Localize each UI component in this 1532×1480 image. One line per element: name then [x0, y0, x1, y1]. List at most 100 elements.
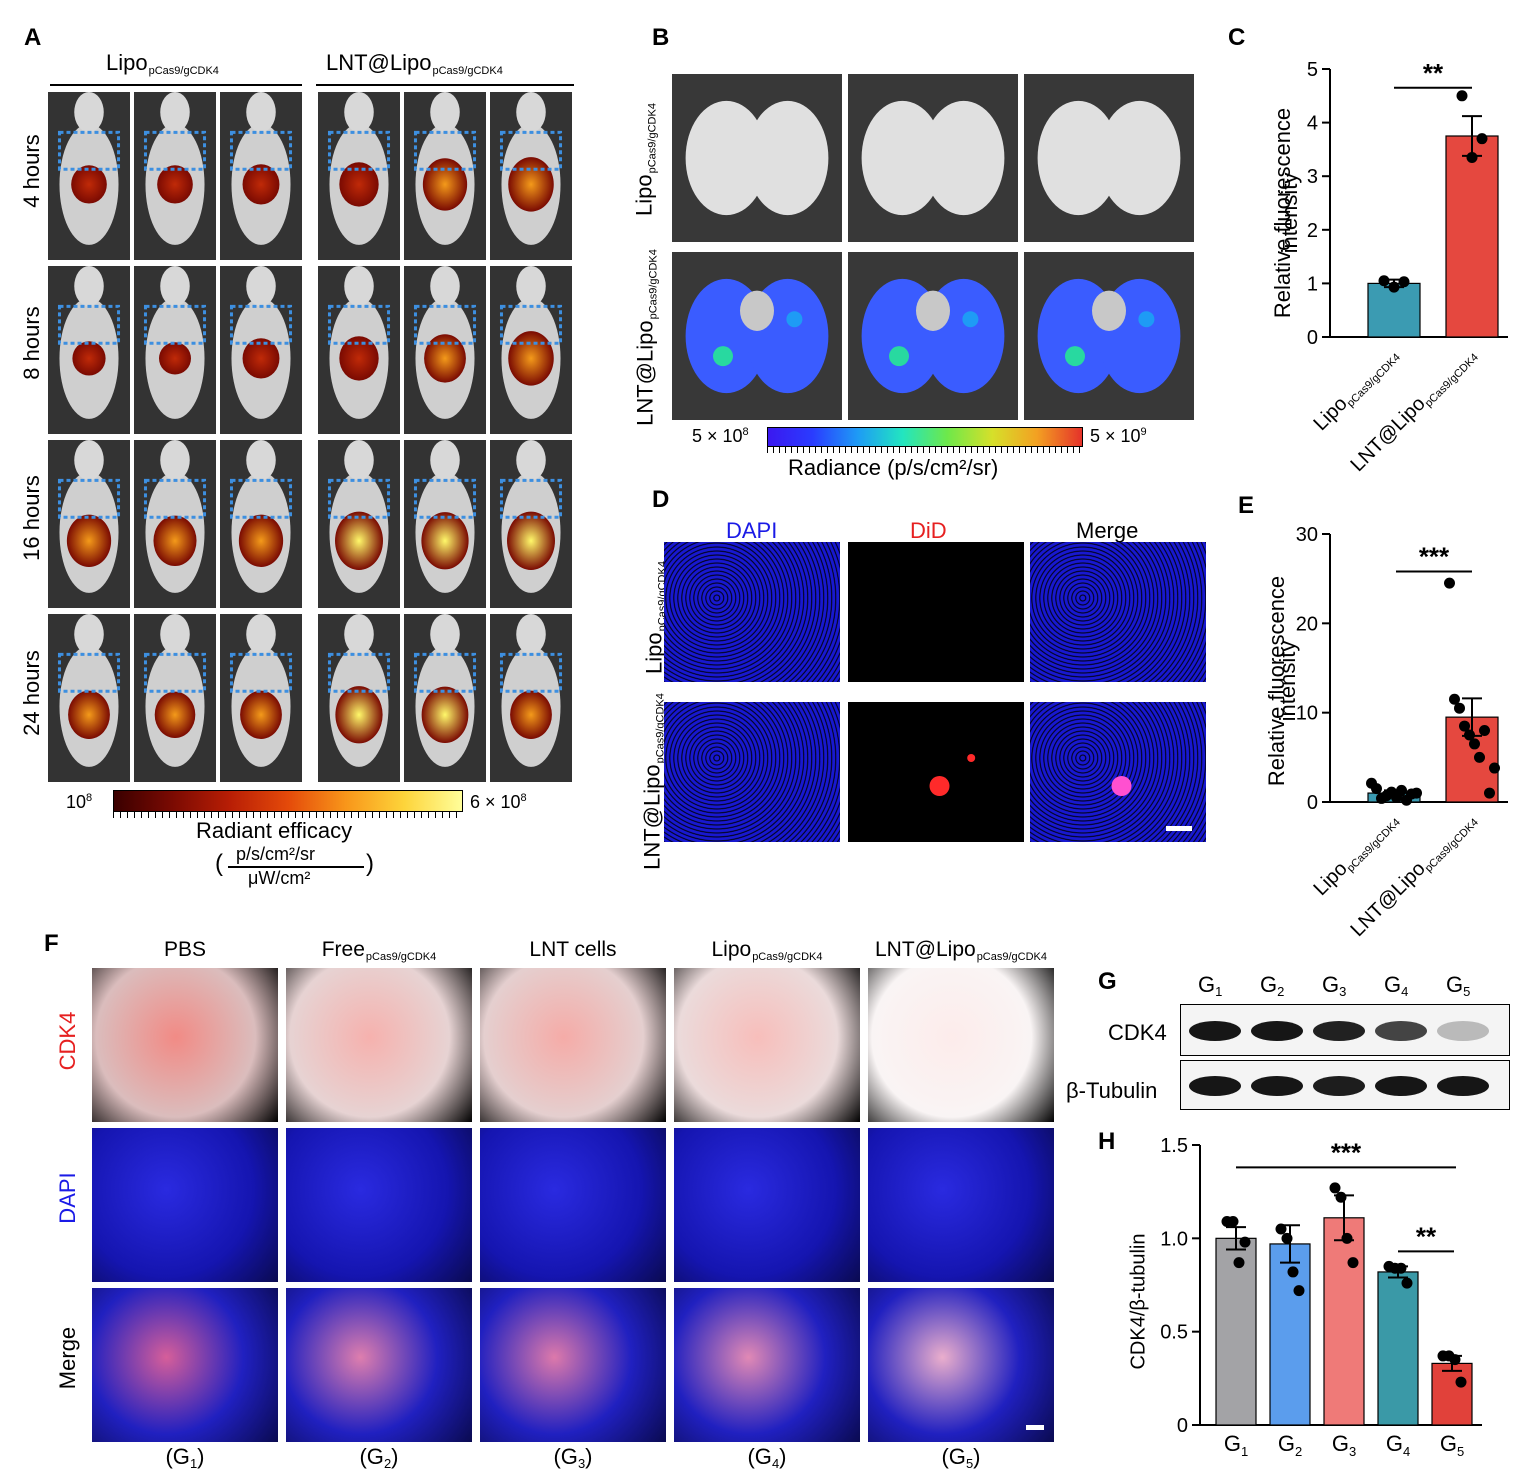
x-category-label: G5: [1440, 1431, 1464, 1459]
fluorescence-signal: [507, 511, 555, 571]
tissue-image-tile: [674, 1128, 860, 1282]
panel-g-lane-text: G: [1198, 972, 1216, 997]
panel-d-col-did: DiD: [910, 518, 947, 543]
significance-marker: ***: [1331, 1137, 1362, 1167]
mouse-head: [160, 92, 190, 133]
x-category-label-text: LNT@Lipo: [1346, 393, 1429, 476]
data-point: [1455, 1376, 1467, 1388]
roi-box: [499, 130, 563, 171]
tissue-image-tile: [286, 968, 472, 1122]
lung-shape: [861, 100, 1005, 216]
y-tick-label: 0: [1177, 1415, 1188, 1437]
tubulin-band: [1375, 1076, 1427, 1096]
fluorescence-signal: [154, 691, 196, 738]
data-point: [1398, 276, 1410, 288]
tissue-image-tile: [480, 1128, 666, 1282]
x-category-label-text: Lipo: [1310, 393, 1352, 435]
fluorescence-signal: [339, 336, 379, 381]
fluorescence-signal: [508, 331, 554, 386]
fluorescence-signal: [424, 334, 466, 383]
panel-f-group-label-sub: 5: [965, 1456, 974, 1471]
panel-a-group1-label: LipopCas9/gCDK4: [106, 50, 219, 77]
mouse-silhouette: [327, 266, 391, 419]
y-tick-label: 0.5: [1160, 1322, 1188, 1344]
lung-lobe-right: [746, 100, 829, 216]
roi-box: [413, 652, 477, 693]
x-category-label-sub: pCas9/gCDK4: [1423, 816, 1481, 874]
fluorescence-signal: [238, 514, 284, 568]
panel-g-lane-sub: 5: [1463, 984, 1471, 999]
mouse-image-tile: [490, 614, 572, 782]
panel-f-letter: F: [44, 930, 59, 957]
panel-f-group-label: (G3): [480, 1444, 666, 1471]
panel-g-tubulin-blot: [1180, 1060, 1510, 1110]
data-point: [1444, 577, 1455, 589]
tissue-image-tile: [286, 1288, 472, 1442]
roi-box: [327, 304, 391, 345]
y-tick-label: 5: [1307, 59, 1318, 81]
data-point: [1378, 275, 1390, 287]
x-category-label: LNT@LipopCas9/gCDK4: [1346, 808, 1481, 943]
mouse-image-tile: [220, 92, 302, 260]
hotspot: [962, 311, 979, 328]
panel-f-column-label: LipopCas9/gCDK4: [674, 938, 860, 963]
panel-a-unit-close: ): [366, 850, 374, 877]
panel-f-column-label-sub: pCas9/gCDK4: [365, 951, 437, 963]
panel-a-unit-open: (: [215, 850, 223, 877]
panel-a-scale-min-sup: 8: [86, 792, 93, 804]
roi-box: [499, 304, 563, 345]
y-tick-label: 1.5: [1160, 1135, 1188, 1157]
roi-box: [413, 304, 477, 345]
panel-f-group-label-text: (G: [359, 1444, 384, 1469]
mouse-head: [246, 92, 276, 133]
cdk4-band: [1437, 1021, 1489, 1041]
merge-signal: [1111, 776, 1192, 831]
panel-g-lane-label: G4: [1384, 972, 1408, 999]
data-point: [1371, 783, 1382, 795]
panel-a-unit-num: p/s/cm²/sr: [236, 844, 315, 864]
cdk4-band: [1251, 1021, 1303, 1041]
mouse-image-tile: [490, 440, 572, 608]
mouse-head: [160, 266, 190, 307]
fluorescence-signal: [242, 338, 280, 379]
y-tick-label: 1.0: [1160, 1228, 1188, 1250]
roi-box: [57, 478, 121, 519]
mouse-silhouette: [143, 614, 207, 767]
data-point: [1293, 1285, 1305, 1297]
roi-box: [413, 478, 477, 519]
data-point: [1239, 1236, 1251, 1248]
tubulin-band: [1189, 1076, 1241, 1096]
mouse-head: [246, 266, 276, 307]
panel-g-letter: G: [1098, 968, 1117, 995]
lung-image-tile: [848, 74, 1018, 242]
fluorescence-signal: [242, 164, 280, 205]
panel-a-scale-title: Radiant efficacy: [196, 818, 353, 843]
panel-b-scale-max: 5 × 109: [1090, 426, 1147, 447]
roi-box: [229, 130, 293, 171]
panel-a-row-4h: 4 hours: [19, 134, 44, 208]
tissue-image-tile: [286, 1128, 472, 1282]
mouse-image-tile: [220, 440, 302, 608]
x-category-label-text: G: [1386, 1431, 1403, 1456]
tissue-image-tile: [674, 968, 860, 1122]
bar: [1377, 1271, 1419, 1426]
y-tick-label: 30: [1296, 524, 1318, 546]
data-point: [1456, 90, 1468, 102]
panel-f-column-label-sub: pCas9/gCDK4: [752, 951, 823, 963]
data-point: [1341, 1232, 1353, 1244]
bar: [1431, 1362, 1473, 1426]
x-category-label-text: LNT@Lipo: [1346, 858, 1429, 941]
y-tick-label: 0: [1307, 792, 1318, 814]
panel-f-column-label: LNT@LipopCas9/gCDK4: [868, 938, 1054, 963]
x-category-label-text: G: [1332, 1431, 1349, 1456]
fluorescence-tile: [664, 702, 840, 842]
panel-a-unit-fraction-line: [228, 866, 364, 868]
tubulin-band: [1313, 1076, 1365, 1096]
x-category-label: G3: [1332, 1431, 1356, 1459]
mouse-head: [344, 614, 374, 655]
roi-box: [57, 130, 121, 171]
lung-lobe-left: [685, 100, 768, 216]
data-point: [1233, 1257, 1245, 1269]
panel-a-letter: A: [24, 24, 42, 51]
panel-f-column-label: FreepCas9/gCDK4: [286, 938, 472, 963]
